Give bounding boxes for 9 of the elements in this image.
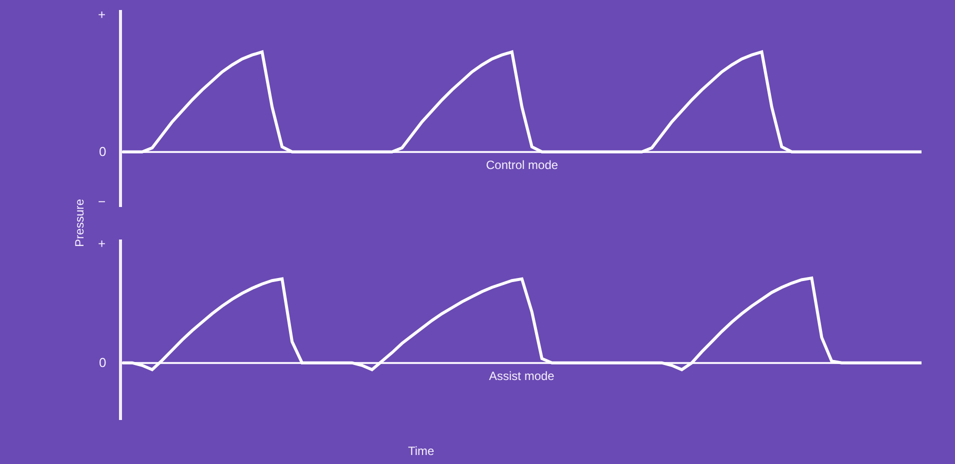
text: 0 — [99, 144, 106, 159]
annotation: Assist mode — [489, 369, 555, 383]
x-axis-title: Time — [408, 444, 435, 458]
text: − — [98, 194, 106, 209]
text: Control mode — [486, 158, 558, 172]
text: + — [98, 236, 106, 251]
text: 0 — [99, 355, 106, 370]
text: + — [98, 7, 106, 22]
y-axis-title: Pressure — [72, 198, 87, 247]
